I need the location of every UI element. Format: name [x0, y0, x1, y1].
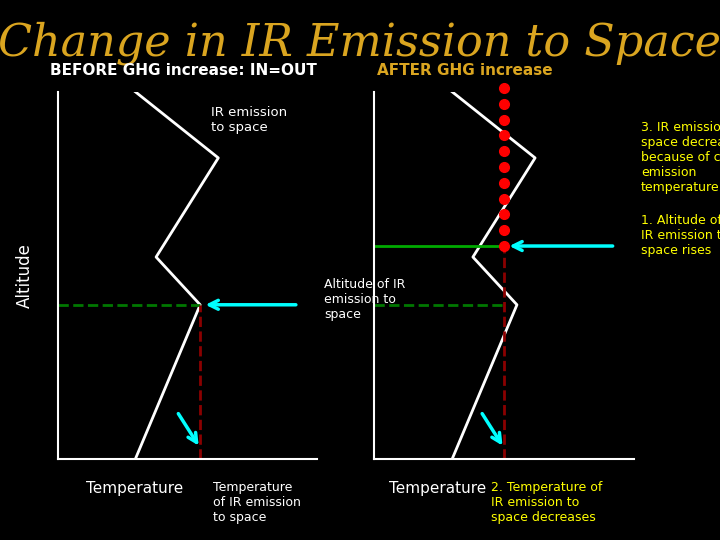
Text: 3. IR emission to
space decreases
because of colder
emission
temperature: 3. IR emission to space decreases becaus… — [641, 121, 720, 194]
Text: Altitude: Altitude — [17, 243, 35, 308]
Text: AFTER GHG increase: AFTER GHG increase — [377, 63, 553, 78]
Text: Temperature
of IR emission
to space: Temperature of IR emission to space — [213, 481, 301, 524]
Text: 1. Altitude of
IR emission to
space rises: 1. Altitude of IR emission to space rise… — [641, 214, 720, 256]
Text: IR emission
to space: IR emission to space — [210, 106, 287, 134]
Text: Change in IR Emission to Space: Change in IR Emission to Space — [0, 22, 720, 65]
Text: BEFORE GHG increase: IN=OUT: BEFORE GHG increase: IN=OUT — [50, 63, 318, 78]
Text: Temperature: Temperature — [86, 481, 184, 496]
Text: Temperature: Temperature — [389, 481, 486, 496]
Text: 2. Temperature of
IR emission to
space decreases: 2. Temperature of IR emission to space d… — [491, 481, 603, 524]
Text: Altitude of IR
emission to
space: Altitude of IR emission to space — [324, 278, 405, 321]
